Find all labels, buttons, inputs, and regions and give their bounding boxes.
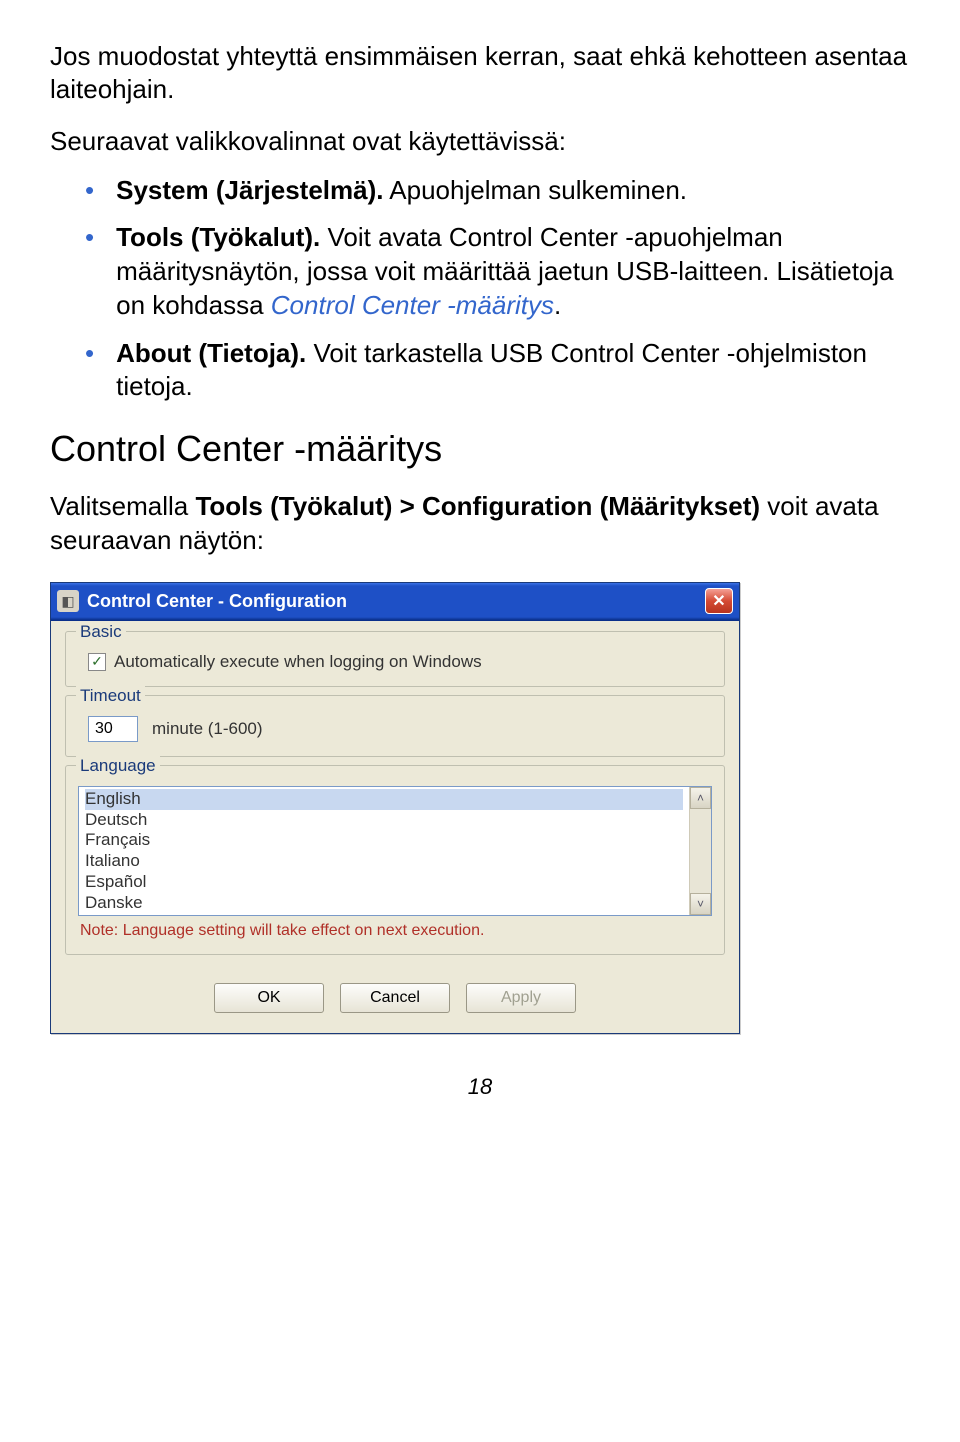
basic-label: Basic bbox=[76, 622, 126, 642]
bullet-bold: System (Järjestelmä). bbox=[116, 175, 383, 205]
intro-paragraph-1: Jos muodostat yhteyttä ensimmäisen kerra… bbox=[50, 40, 910, 105]
bullet-item-tools: • Tools (Työkalut). Voit avata Control C… bbox=[85, 221, 910, 322]
bullet-list: • System (Järjestelmä). Apuohjelman sulk… bbox=[85, 174, 910, 405]
list-item[interactable]: Français bbox=[85, 830, 683, 851]
language-groupbox: Language English Deutsch Français Italia… bbox=[65, 765, 725, 955]
scrollbar[interactable]: ˄ ˅ bbox=[689, 787, 711, 915]
bullet-rest-post: . bbox=[554, 290, 561, 320]
dialog-button-row: OK Cancel Apply bbox=[65, 963, 725, 1019]
language-listbox[interactable]: English Deutsch Français Italiano Españo… bbox=[79, 787, 689, 915]
list-item[interactable]: English bbox=[85, 789, 683, 810]
page-number: 18 bbox=[50, 1074, 910, 1100]
timeout-unit: minute (1-600) bbox=[152, 719, 263, 739]
window-title: Control Center - Configuration bbox=[87, 591, 705, 612]
timeout-input[interactable] bbox=[88, 716, 138, 742]
bullet-bold: About (Tietoja). bbox=[116, 338, 306, 368]
list-item[interactable]: Deutsch bbox=[85, 810, 683, 831]
language-label: Language bbox=[76, 756, 160, 776]
scroll-track[interactable] bbox=[690, 809, 711, 893]
bullet-rest: Apuohjelman sulkeminen. bbox=[383, 175, 687, 205]
scroll-up-button[interactable]: ˄ bbox=[690, 787, 711, 809]
ok-button[interactable]: OK bbox=[214, 983, 324, 1013]
titlebar[interactable]: ◧ Control Center - Configuration ✕ bbox=[51, 583, 739, 621]
auto-execute-label: Automatically execute when logging on Wi… bbox=[114, 652, 482, 672]
bullet-dot-icon: • bbox=[85, 174, 94, 208]
list-item[interactable]: Italiano bbox=[85, 851, 683, 872]
basic-groupbox: Basic ✓ Automatically execute when loggi… bbox=[65, 631, 725, 687]
close-button[interactable]: ✕ bbox=[705, 588, 733, 614]
bullet-dot-icon: • bbox=[85, 337, 94, 405]
config-pre: Valitsemalla bbox=[50, 491, 195, 521]
auto-execute-checkbox[interactable]: ✓ bbox=[88, 653, 106, 671]
apply-button[interactable]: Apply bbox=[466, 983, 576, 1013]
bullet-link: Control Center -määritys bbox=[271, 290, 554, 320]
list-item[interactable]: Español bbox=[85, 872, 683, 893]
bullet-dot-icon: • bbox=[85, 221, 94, 322]
bullet-bold: Tools (Työkalut). bbox=[116, 222, 320, 252]
timeout-label: Timeout bbox=[76, 686, 145, 706]
app-icon: ◧ bbox=[57, 590, 79, 612]
chevron-up-icon: ˄ bbox=[697, 791, 704, 805]
config-instruction: Valitsemalla Tools (Työkalut) > Configur… bbox=[50, 490, 910, 558]
cancel-button[interactable]: Cancel bbox=[340, 983, 450, 1013]
configuration-dialog: ◧ Control Center - Configuration ✕ Basic… bbox=[50, 582, 740, 1034]
language-note: Note: Language setting will take effect … bbox=[80, 922, 712, 940]
timeout-groupbox: Timeout minute (1-600) bbox=[65, 695, 725, 757]
chevron-down-icon: ˅ bbox=[697, 897, 704, 911]
scroll-down-button[interactable]: ˅ bbox=[690, 893, 711, 915]
section-heading: Control Center -määritys bbox=[50, 428, 910, 470]
close-icon: ✕ bbox=[712, 591, 725, 611]
intro-paragraph-2: Seuraavat valikkovalinnat ovat käytettäv… bbox=[50, 125, 910, 158]
config-bold: Tools (Työkalut) > Configuration (Määrit… bbox=[195, 491, 760, 521]
bullet-item-system: • System (Järjestelmä). Apuohjelman sulk… bbox=[85, 174, 910, 208]
bullet-item-about: • About (Tietoja). Voit tarkastella USB … bbox=[85, 337, 910, 405]
list-item[interactable]: Danske bbox=[85, 893, 683, 914]
